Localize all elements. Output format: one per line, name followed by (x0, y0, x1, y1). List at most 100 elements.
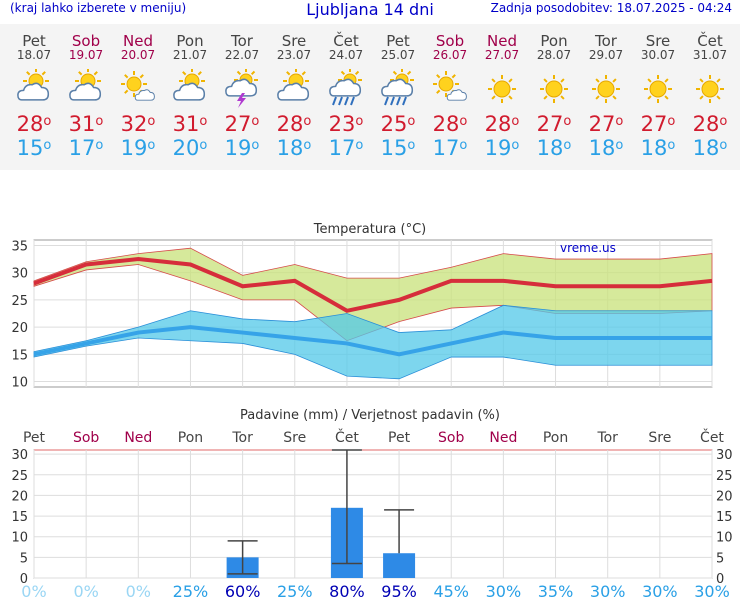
sun-small-cloud-icon (424, 69, 476, 109)
precipitation-probability: 35% (538, 582, 574, 600)
sun-icon (632, 69, 684, 109)
precipitation-bar (383, 553, 416, 578)
watermark: vreme.us (560, 241, 616, 255)
day-column: Sob 26.07 28o 17o (424, 24, 476, 161)
max-temperature: 31o (172, 112, 208, 136)
precipitation-probability: 0% (21, 582, 46, 600)
day-column: Pet 25.07 25o 15o (372, 24, 424, 161)
max-temperature: 25o (380, 112, 416, 136)
day-name: Tor (231, 32, 253, 50)
max-temperature-line (33, 257, 713, 313)
day-label: Pon (543, 430, 568, 446)
sun-icon (528, 69, 580, 109)
precipitation-probability: 30% (486, 582, 522, 600)
sun-small-cloud-icon (112, 69, 164, 109)
day-date: 30.07 (640, 48, 676, 62)
day-date: 23.07 (276, 48, 312, 62)
day-label: Pon (178, 430, 203, 446)
y-tick-label-left: 0 (20, 572, 28, 587)
day-column: Pet 18.07 28o 15o (8, 24, 60, 161)
precipitation-chart: Padavine (mm) / Verjetnost padavin (%) Pe… (11, 408, 733, 600)
day-name: Pet (22, 32, 46, 50)
day-date: 25.07 (380, 48, 416, 62)
min-temperature: 15o (380, 136, 416, 160)
day-label: Sob (438, 430, 464, 446)
day-date: 18.07 (16, 48, 52, 62)
min-temperature: 19o (484, 136, 520, 160)
day-date: 31.07 (692, 48, 728, 62)
min-temperature: 18o (640, 136, 676, 160)
y-tick-label: 25 (11, 294, 28, 309)
y-tick-label-left: 5 (20, 551, 28, 566)
day-column: Sob 19.07 31o 17o (60, 24, 112, 161)
y-tick-label: 30 (11, 267, 28, 282)
day-label: Pet (388, 430, 411, 446)
y-tick-label: 35 (11, 239, 28, 254)
min-temperature: 17o (328, 136, 364, 160)
precipitation-probability: 80% (329, 582, 365, 600)
day-name: Tor (595, 32, 617, 50)
cloud-sun-icon (8, 68, 60, 109)
day-name: Čet (333, 32, 359, 50)
precipitation-probability: 25% (173, 582, 209, 600)
day-label: Čet (335, 428, 359, 446)
sun-icon (476, 69, 528, 109)
day-column: Čet 31.07 28o 18o (684, 24, 736, 161)
page-title: Ljubljana 14 dni (306, 0, 434, 19)
max-temperature: 28o (484, 112, 520, 136)
precipitation-probability: 30% (694, 582, 730, 600)
cloud-sun-icon (268, 68, 320, 109)
max-temperature: 23o (328, 112, 364, 136)
min-temperature: 18o (692, 136, 728, 160)
min-temperature: 15o (16, 136, 52, 160)
precipitation-probability: 45% (433, 582, 469, 600)
day-label: Ned (124, 430, 152, 446)
precipitation-probability: 25% (277, 582, 313, 600)
day-label: Sre (283, 430, 306, 446)
max-temperature: 31o (68, 112, 104, 136)
precipitation-probability: 30% (642, 582, 678, 600)
min-temperature: 19o (224, 136, 260, 160)
last-update: Zadnja posodobitev: 18.07.2025 - 04:24 (490, 1, 732, 15)
min-temperature: 19o (120, 136, 156, 160)
y-tick-label-right: 5 (716, 551, 724, 566)
day-column: Tor 29.07 27o 18o (580, 24, 632, 161)
error-bar (331, 449, 362, 565)
y-tick-label-right: 20 (716, 489, 733, 504)
day-name: Ned (487, 32, 517, 50)
day-name: Sob (71, 32, 101, 50)
min-temperature: 17o (432, 136, 468, 160)
min-temperature: 17o (68, 136, 104, 160)
max-temperature: 27o (536, 112, 572, 136)
max-temperature: 27o (224, 112, 260, 136)
day-label: Tor (596, 430, 618, 446)
cloud-sun-icon (164, 68, 216, 109)
day-date: 29.07 (588, 48, 624, 62)
y-tick-label: 20 (11, 321, 28, 336)
max-temperature: 28o (16, 112, 52, 136)
min-temperature: 18o (536, 136, 572, 160)
max-temperature: 27o (588, 112, 624, 136)
day-date: 20.07 (120, 48, 156, 62)
day-label: Ned (489, 430, 517, 446)
max-temperature: 28o (432, 112, 468, 136)
y-tick-label-left: 20 (11, 489, 28, 504)
day-label: Sob (73, 430, 99, 446)
day-date: 28.07 (536, 48, 572, 62)
day-label: Tor (231, 430, 253, 446)
precipitation-probability: 60% (225, 582, 261, 600)
max-temperature: 28o (692, 112, 728, 136)
temperature-chart: Temperatura (°C) 10 15 20 25 30 35 vreme.us (11, 222, 713, 391)
max-temperature: 28o (276, 112, 312, 136)
temperature-chart-title: Temperatura (°C) (313, 222, 426, 237)
sun-icon (580, 69, 632, 109)
day-column: Pon 21.07 31o 20o (164, 24, 216, 161)
y-tick-label-right: 0 (716, 572, 724, 587)
precipitation-probability: 0% (73, 582, 98, 600)
day-name: Sre (281, 32, 307, 50)
day-column: Ned 20.07 32o 19o (112, 24, 164, 161)
error-bar (384, 509, 415, 554)
day-date: 24.07 (328, 48, 364, 62)
y-tick-label: 10 (11, 376, 28, 391)
y-tick-label-left: 15 (11, 510, 28, 525)
